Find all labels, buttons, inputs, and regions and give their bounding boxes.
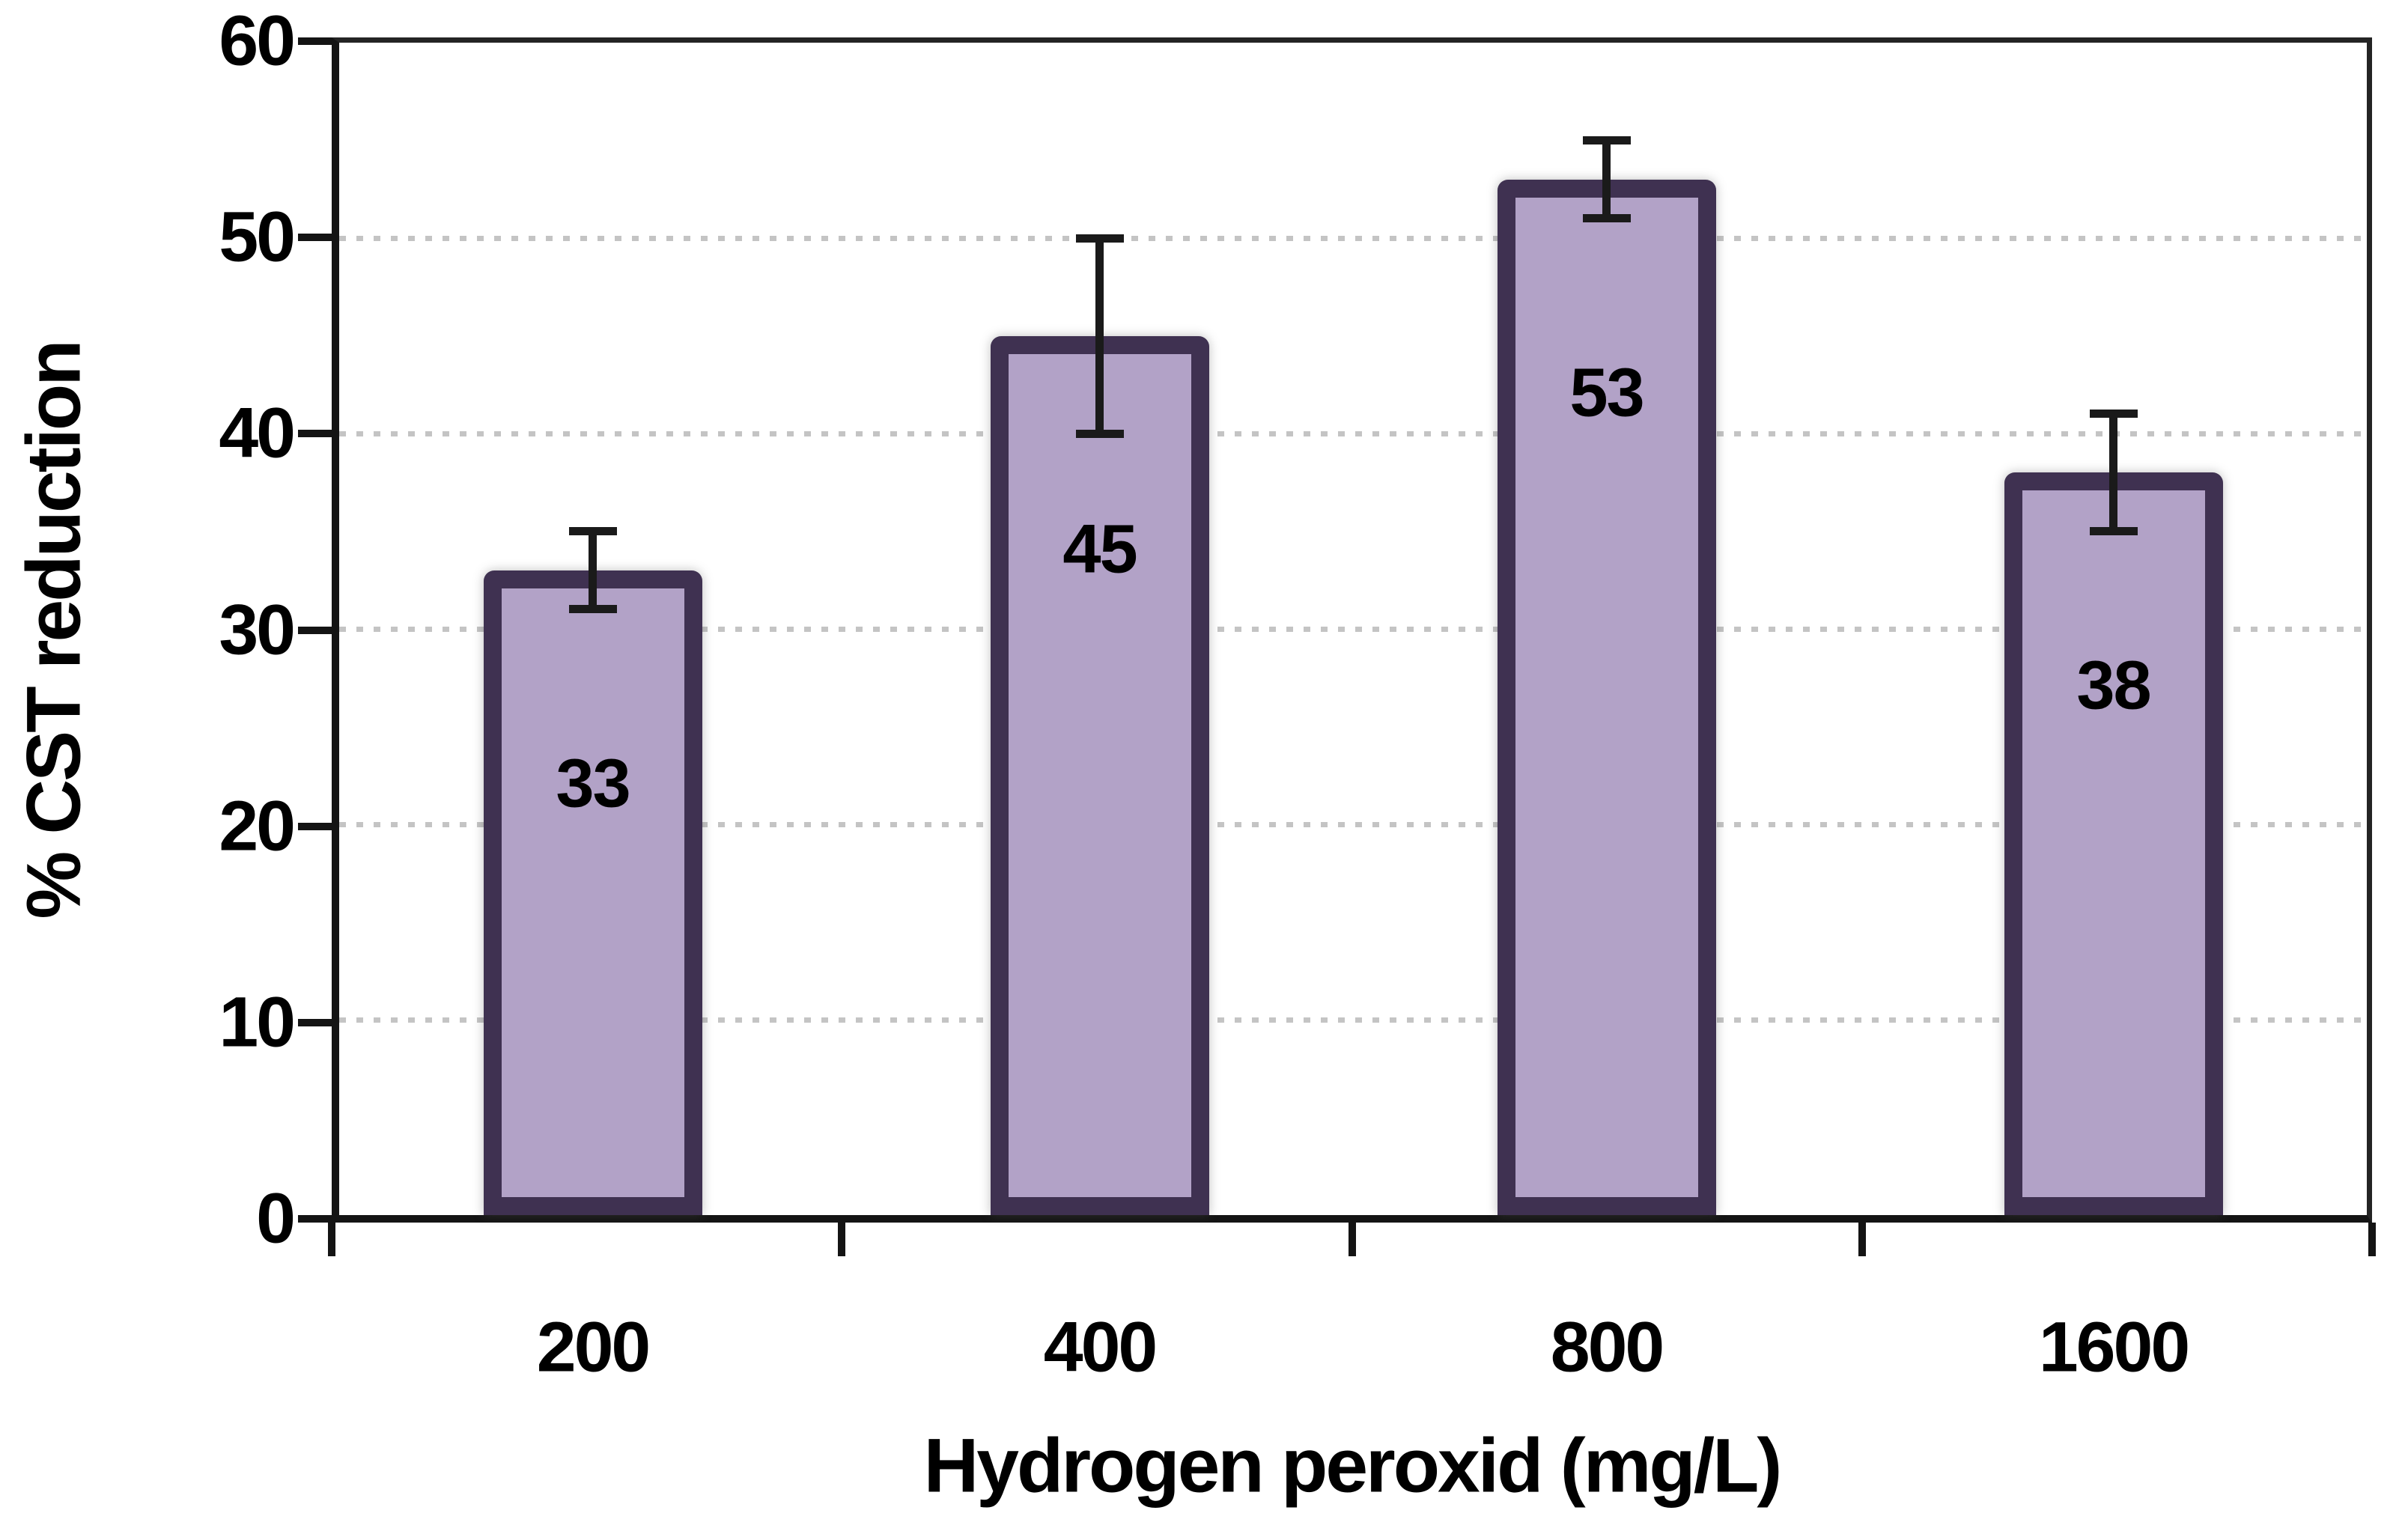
error-bar-cap: [1582, 136, 1631, 144]
error-bar: [2109, 413, 2117, 532]
y-axis-tick: [298, 1215, 332, 1223]
y-tick-label: 50: [219, 197, 296, 277]
y-tick-label: 20: [219, 786, 296, 866]
y-axis-tick: [298, 822, 332, 830]
error-bar-cap: [1075, 234, 1124, 243]
y-tick-label: 10: [219, 982, 296, 1062]
error-bar-cap: [2089, 410, 2138, 419]
plot-area: 33 45 53 38: [332, 37, 2372, 1223]
x-tick-label: 200: [536, 1307, 651, 1387]
x-axis-tick: [1858, 1223, 1866, 1256]
y-tick-label: 40: [219, 393, 296, 473]
gridline: [339, 235, 2367, 241]
gridline: [339, 430, 2367, 436]
bar-value-label: 53: [1569, 354, 1644, 431]
bar-value-label: 33: [556, 745, 630, 822]
x-tick-label: 400: [1043, 1307, 1158, 1387]
error-bar-cap: [1582, 214, 1631, 223]
bar: [990, 335, 1209, 1215]
x-axis-title: Hydrogen peroxid (mg/L): [923, 1422, 1783, 1509]
error-bar: [589, 531, 597, 609]
y-axis-tick: [298, 626, 332, 634]
x-axis-tick: [838, 1223, 846, 1256]
x-axis-tick: [328, 1223, 335, 1256]
y-axis-tick: [298, 37, 332, 45]
error-bar: [1602, 140, 1611, 219]
bar-value-label: 45: [1062, 511, 1137, 587]
x-tick-label: 1600: [2038, 1307, 2190, 1387]
y-axis-tick: [298, 1018, 332, 1026]
y-axis-tick: [298, 430, 332, 438]
x-tick-label: 800: [1550, 1307, 1665, 1387]
x-axis-tick: [2368, 1223, 2376, 1256]
bar: [483, 570, 702, 1215]
x-axis-tick: [1348, 1223, 1356, 1256]
error-bar-cap: [1075, 429, 1124, 438]
error-bar: [1095, 238, 1104, 433]
bar-value-label: 38: [2076, 647, 2151, 724]
bar: [1497, 179, 1716, 1215]
error-bar-cap: [568, 527, 617, 535]
gridline: [339, 821, 2367, 827]
y-tick-label: 0: [256, 1178, 296, 1259]
error-bar-cap: [2089, 527, 2138, 535]
y-axis-tick: [298, 234, 332, 242]
bar: [2004, 472, 2223, 1215]
gridline: [339, 1017, 2367, 1023]
gridline: [339, 626, 2367, 632]
y-tick-label: 60: [219, 1, 296, 81]
error-bar-cap: [568, 605, 617, 614]
y-tick-label: 30: [219, 590, 296, 669]
